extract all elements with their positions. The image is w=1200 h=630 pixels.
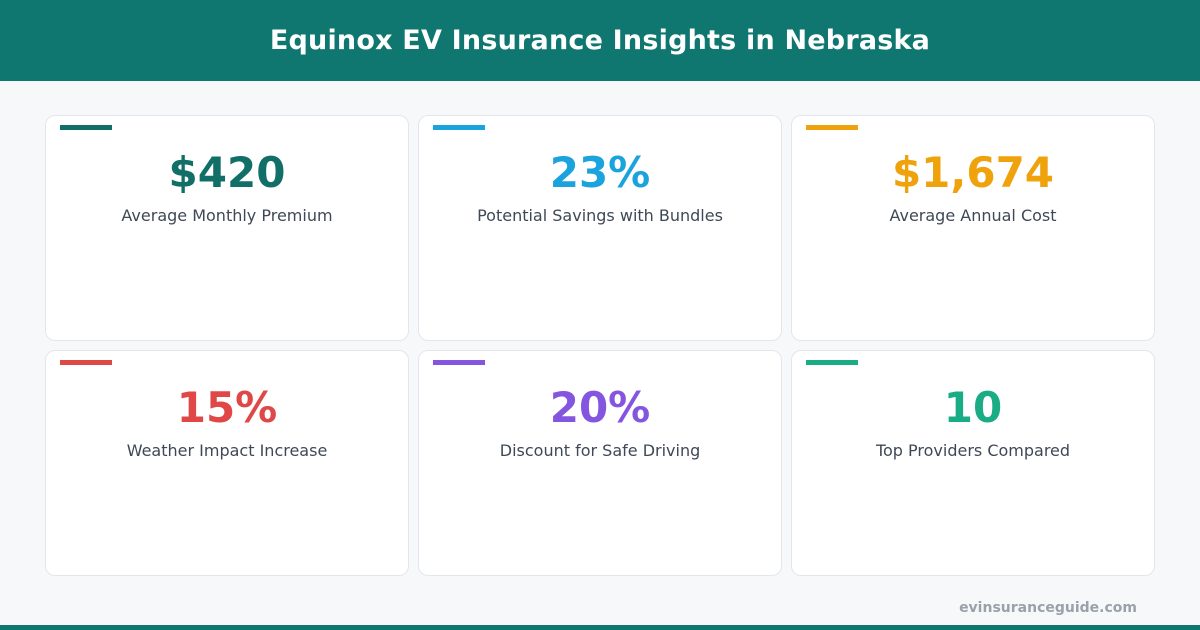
card-accent-bar xyxy=(806,125,858,130)
stat-card-weather-impact: 15% Weather Impact Increase xyxy=(45,350,409,576)
stat-value: 10 xyxy=(943,383,1003,432)
footer-site-link[interactable]: evinsuranceguide.com xyxy=(959,600,1137,616)
stat-card-safe-driving-discount: 20% Discount for Safe Driving xyxy=(418,350,782,576)
stat-card-annual-cost: $1,674 Average Annual Cost xyxy=(791,115,1155,341)
stat-label: Average Monthly Premium xyxy=(121,206,333,225)
card-accent-bar xyxy=(433,360,485,365)
stat-label: Discount for Safe Driving xyxy=(499,441,701,460)
card-accent-bar xyxy=(60,360,112,365)
stat-card-top-providers: 10 Top Providers Compared xyxy=(791,350,1155,576)
card-accent-bar xyxy=(60,125,112,130)
stat-label: Top Providers Compared xyxy=(875,441,1071,460)
stat-label: Potential Savings with Bundles xyxy=(477,206,723,225)
stat-label: Average Annual Cost xyxy=(889,206,1057,225)
card-accent-bar xyxy=(806,360,858,365)
footer-bar xyxy=(0,625,1200,630)
stat-value: $420 xyxy=(168,148,286,197)
page-title: Equinox EV Insurance Insights in Nebrask… xyxy=(269,25,931,56)
stats-grid: $420 Average Monthly Premium 23% Potenti… xyxy=(45,115,1155,576)
stat-label: Weather Impact Increase xyxy=(126,441,328,460)
stat-value: $1,674 xyxy=(891,148,1055,197)
stat-card-monthly-premium: $420 Average Monthly Premium xyxy=(45,115,409,341)
header-banner: Equinox EV Insurance Insights in Nebrask… xyxy=(0,0,1200,81)
stat-value: 15% xyxy=(176,383,278,432)
stat-value: 23% xyxy=(549,148,651,197)
stat-card-bundle-savings: 23% Potential Savings with Bundles xyxy=(418,115,782,341)
stat-value: 20% xyxy=(549,383,651,432)
card-accent-bar xyxy=(433,125,485,130)
